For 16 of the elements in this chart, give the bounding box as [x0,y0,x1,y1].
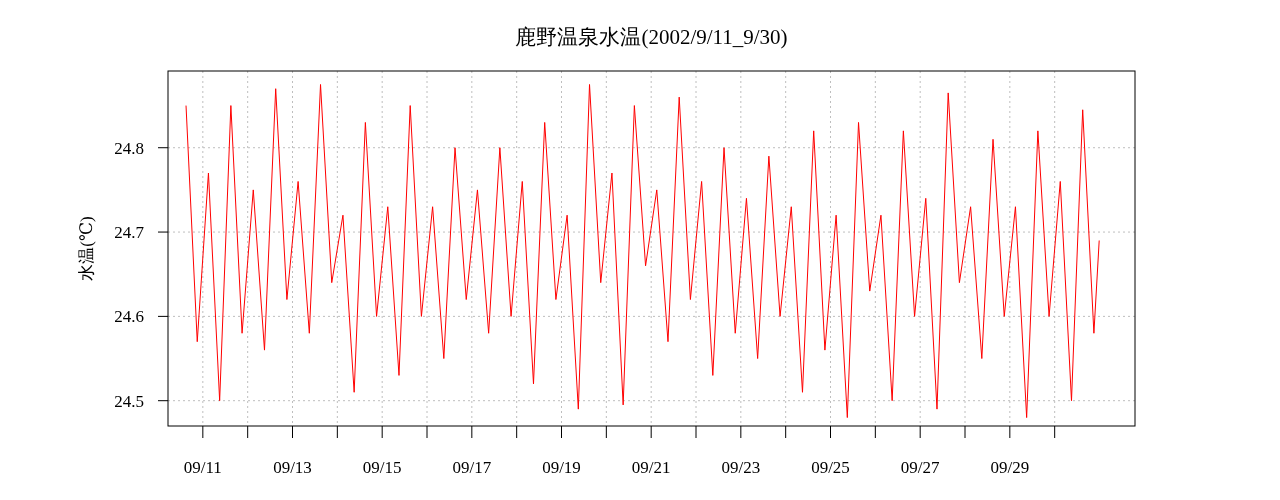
y-tick-label: 24.6 [114,307,144,327]
x-tick-label: 09/25 [811,458,850,477]
y-tick-label: 24.5 [114,391,144,411]
x-tick-label: 09/17 [452,458,492,477]
y-axis-title: 水温(℃) [77,216,96,281]
x-tick-label: 09/13 [273,458,312,477]
x-tick-label: 09/11 [183,458,222,477]
x-tick-label: 09/15 [362,458,402,477]
x-tick-label: 09/23 [721,458,761,477]
x-tick-label: 09/27 [900,458,941,477]
y-tick-label: 24.8 [114,138,144,158]
x-tick-label: 09/29 [990,458,1030,477]
chart-title: 鹿野温泉水温(2002/9/11_9/30) [515,25,788,49]
y-tick-label: 24.7 [114,223,145,243]
x-tick-label: 09/19 [542,458,581,477]
x-tick-label: 09/21 [631,458,671,477]
